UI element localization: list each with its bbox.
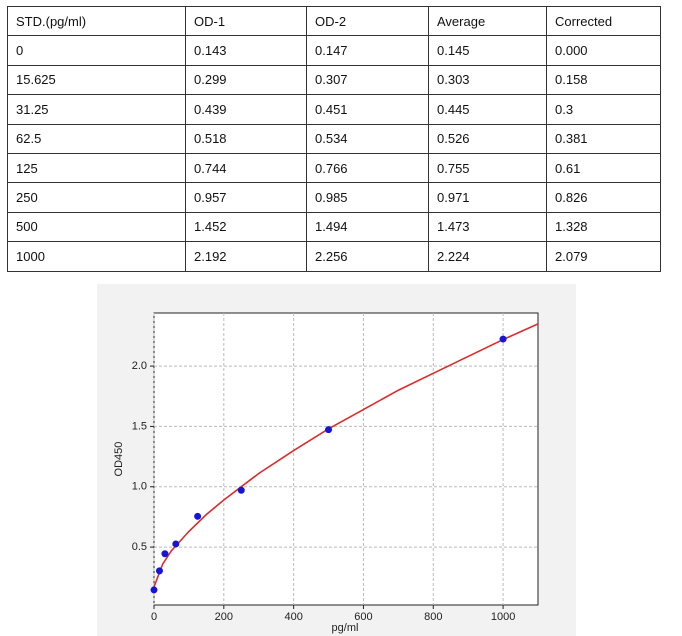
table-cell: 2.079 [546, 241, 661, 272]
table-cell: Average [428, 5, 547, 37]
table-cell: 0.000 [546, 35, 661, 66]
data-point [194, 512, 202, 520]
table-cell: 0.451 [306, 94, 429, 125]
table-cell: 125 [7, 152, 186, 184]
table-cell: 0.299 [185, 64, 307, 96]
table-cell: 0.439 [185, 94, 307, 125]
table-row: 125 0.744 0.766 0.755 0.61 [7, 152, 661, 184]
table-cell: 0.826 [546, 182, 661, 213]
table-cell: 0 [7, 35, 186, 66]
x-tick-label: 600 [354, 611, 372, 623]
table-cell: 500 [7, 211, 186, 243]
table-cell: Corrected [546, 5, 661, 37]
table-row: 0 0.143 0.147 0.145 0.000 [7, 35, 661, 66]
table-cell: 0.381 [546, 123, 661, 154]
table-row: 31.25 0.439 0.451 0.445 0.3 [7, 94, 661, 125]
table-cell: 0.766 [306, 152, 429, 184]
table-cell: 1.473 [428, 211, 547, 243]
header-row: STD.(pg/ml) OD-1 OD-2 Average Corrected [7, 5, 661, 37]
table-cell: 0.303 [428, 64, 547, 96]
table-cell: 0.145 [428, 35, 547, 66]
table-cell: 2.192 [185, 241, 307, 272]
table-cell: 0.445 [428, 94, 547, 125]
data-point [155, 567, 163, 575]
y-tick-label: 0.5 [132, 541, 147, 553]
table-cell: OD-2 [306, 5, 429, 37]
table-cell: 1.452 [185, 211, 307, 243]
table-row: 15.625 0.299 0.307 0.303 0.158 [7, 64, 661, 96]
x-axis-label: pg/ml [332, 622, 359, 634]
table-cell: 0.526 [428, 123, 547, 154]
table-cell: 0.744 [185, 152, 307, 184]
table-cell: 0.985 [306, 182, 429, 213]
x-tick-label: 1000 [491, 611, 515, 623]
table-cell: STD.(pg/ml) [7, 5, 186, 37]
table-cell: 15.625 [7, 64, 186, 96]
chart: pg/ml OD450 0 200 400 600 800 1000 0.5 1.0 1.5 2.… [97, 284, 576, 636]
table-cell: 2.256 [306, 241, 429, 272]
table-cell: 0.534 [306, 123, 429, 154]
y-tick-label: 1.0 [132, 481, 147, 493]
table-cell: 0.755 [428, 152, 547, 184]
data-point [161, 550, 169, 558]
data-point [172, 540, 180, 548]
data-point [499, 335, 507, 343]
table-cell: 0.61 [546, 152, 661, 184]
table-cell: 0.518 [185, 123, 307, 154]
table-cell: 0.143 [185, 35, 307, 66]
data-point [150, 586, 158, 594]
table-cell: 0.3 [546, 94, 661, 125]
table-row: 500 1.452 1.494 1.473 1.328 [7, 211, 661, 243]
data-point [237, 486, 245, 494]
table-cell: 0.158 [546, 64, 661, 96]
table-cell: OD-1 [185, 5, 307, 37]
x-tick-label: 800 [424, 611, 442, 623]
plot-area [153, 312, 539, 606]
y-tick-label: 1.5 [132, 420, 147, 432]
table-cell: 1.328 [546, 211, 661, 243]
table-cell: 0.307 [306, 64, 429, 96]
y-axis-label: OD450 [113, 442, 125, 477]
table-row: 62.5 0.518 0.534 0.526 0.381 [7, 123, 661, 154]
table-cell: 31.25 [7, 94, 186, 125]
table-cell: 1000 [7, 241, 186, 272]
table-row: 250 0.957 0.985 0.971 0.826 [7, 182, 661, 213]
data-point [325, 426, 333, 434]
table-cell: 0.971 [428, 182, 547, 213]
data-table: STD.(pg/ml) OD-1 OD-2 Average Corrected 0 0.14… [7, 5, 661, 272]
y-tick-label: 2.0 [132, 360, 147, 372]
x-tick-label: 200 [215, 611, 233, 623]
x-tick-label: 400 [284, 611, 302, 623]
table-cell: 62.5 [7, 123, 186, 154]
table-row: 1000 2.192 2.256 2.224 2.079 [7, 241, 661, 272]
table-cell: 250 [7, 182, 186, 213]
table-cell: 0.957 [185, 182, 307, 213]
table-cell: 2.224 [428, 241, 547, 272]
x-tick-label: 0 [151, 611, 157, 623]
table-cell: 0.147 [306, 35, 429, 66]
table-cell: 1.494 [306, 211, 429, 243]
